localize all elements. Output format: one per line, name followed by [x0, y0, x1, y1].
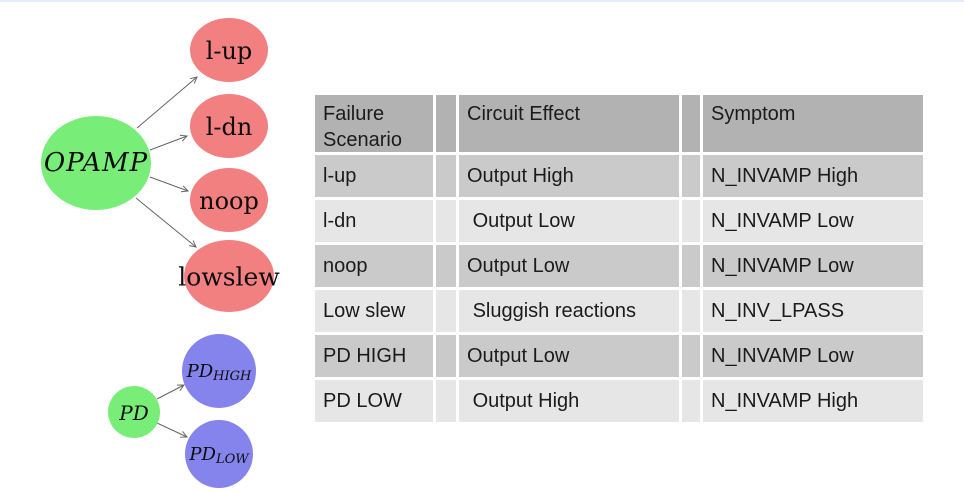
- cell-symptom: N_INVAMP High: [703, 380, 923, 422]
- cell-scenario: PD HIGH: [315, 335, 433, 377]
- cell-scenario: Low slew: [315, 290, 433, 332]
- arrow-opamp-to-l-dn: [149, 134, 189, 151]
- spacer-cell: [682, 380, 700, 422]
- cell-effect: Output High: [459, 380, 679, 422]
- node-opamp: [41, 116, 151, 210]
- arrow-pd-to-pd-high: [156, 384, 185, 400]
- pd-low-base: PD: [188, 444, 216, 465]
- node-pd-label: PD: [118, 401, 149, 425]
- node-l-up: [190, 18, 268, 82]
- spacer-cell: [436, 290, 456, 332]
- opamp-tree-arrows: [135, 76, 198, 248]
- cell-symptom: N_INVAMP High: [703, 155, 923, 197]
- node-pd-low: [185, 420, 253, 488]
- cell-scenario: l-dn: [315, 200, 433, 242]
- cell-scenario: PD LOW: [315, 380, 433, 422]
- top-border-line: [0, 0, 964, 2]
- spacer-cell: [436, 380, 456, 422]
- arrow-opamp-to-l-up: [136, 76, 198, 129]
- cell-symptom: N_INVAMP Low: [703, 245, 923, 287]
- header-spacer-cell-2: [682, 95, 700, 152]
- cell-effect: Output Low: [459, 200, 679, 242]
- node-noop: [190, 168, 268, 232]
- node-pd-low-label: PDLOW: [188, 444, 250, 467]
- spacer-cell: [682, 290, 700, 332]
- cell-effect: Output Low: [459, 245, 679, 287]
- header-cell-symptom: Symptom: [703, 95, 923, 152]
- pd-tree-arrows: [156, 384, 189, 438]
- cell-effect: Output Low: [459, 335, 679, 377]
- fault-tree-diagram: OPAMP l-up l-dn noop lowslew PD PDHIGH P…: [41, 18, 280, 488]
- cell-effect: Sluggish reactions: [459, 290, 679, 332]
- cell-symptom: N_INVAMP Low: [703, 335, 923, 377]
- node-lowslew-label: lowslew: [178, 263, 280, 292]
- spacer-cell: [436, 155, 456, 197]
- node-opamp-label: OPAMP: [44, 148, 148, 178]
- node-noop-label: noop: [199, 187, 259, 215]
- cell-symptom: N_INVAMP Low: [703, 200, 923, 242]
- node-l-up-label: l-up: [206, 37, 253, 65]
- node-pd: [108, 386, 160, 438]
- pd-high-base: PD: [186, 361, 214, 382]
- arrow-opamp-to-noop: [149, 176, 190, 193]
- pd-high-subscript: HIGH: [212, 369, 252, 384]
- node-lowslew: [184, 240, 274, 312]
- cell-scenario: l-up: [315, 155, 433, 197]
- node-l-dn: [190, 94, 268, 158]
- spacer-cell: [682, 245, 700, 287]
- failure-scenario-table: Failure Scenario Circuit Effect Symptom …: [315, 95, 923, 422]
- cell-scenario: noop: [315, 245, 433, 287]
- spacer-cell: [436, 335, 456, 377]
- spacer-cell: [436, 200, 456, 242]
- arrow-opamp-to-lowslew: [135, 197, 197, 248]
- arrow-pd-to-pd-low: [156, 422, 189, 438]
- spacer-cell: [436, 245, 456, 287]
- header-cell-circuit-effect: Circuit Effect: [459, 95, 679, 152]
- header-cell-failure-scenario: Failure Scenario: [315, 95, 433, 152]
- node-l-dn-label: l-dn: [206, 113, 253, 141]
- node-pd-high-label: PDHIGH: [186, 361, 252, 384]
- cell-effect: Output High: [459, 155, 679, 197]
- header-spacer-cell-1: [436, 95, 456, 152]
- pd-low-subscript: LOW: [215, 452, 250, 467]
- spacer-cell: [682, 335, 700, 377]
- spacer-cell: [682, 155, 700, 197]
- spacer-cell: [682, 200, 700, 242]
- node-pd-high: [182, 334, 256, 408]
- cell-symptom: N_INV_LPASS: [703, 290, 923, 332]
